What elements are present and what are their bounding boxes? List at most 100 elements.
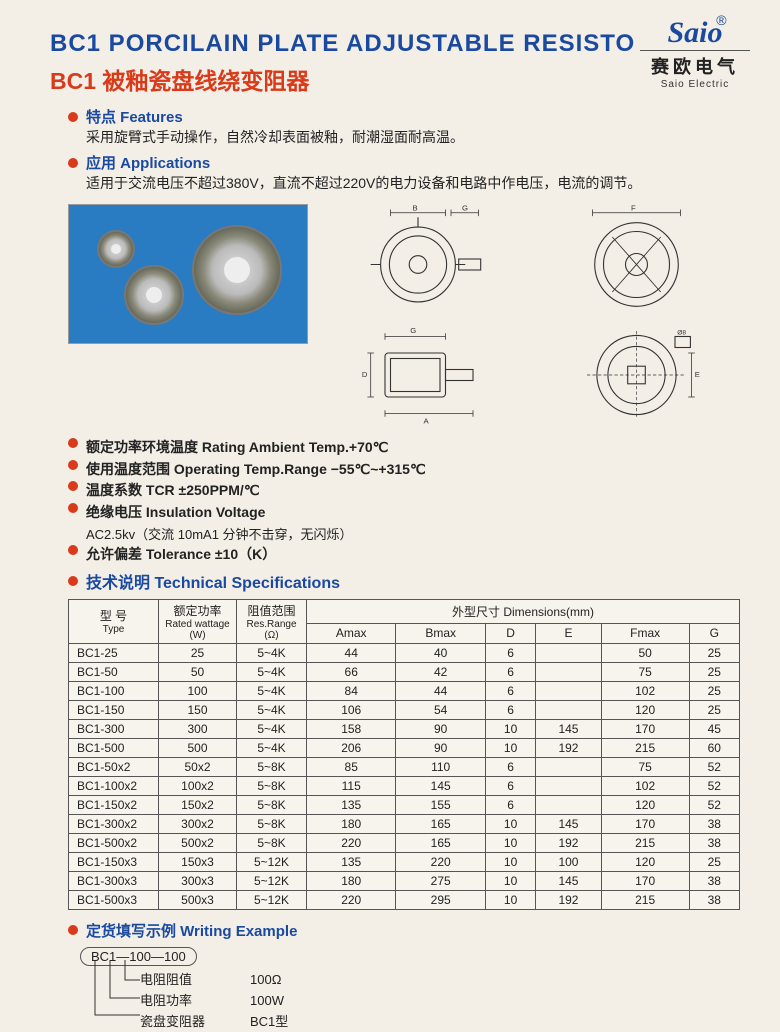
svg-text:A: A — [424, 416, 430, 425]
table-cell: 102 — [601, 776, 689, 795]
page-title-cn: BC1 被釉瓷盘线绕变阻器 — [50, 62, 740, 96]
table-cell: 275 — [396, 871, 485, 890]
table-row: BC1-50x250x25~8K8511067552 — [69, 757, 740, 776]
table-cell — [536, 795, 601, 814]
writing-label: 定货填写示例 Writing Example — [86, 920, 297, 941]
table-cell: 90 — [396, 738, 485, 757]
table-row: BC1-300x2300x25~8K1801651014517038 — [69, 814, 740, 833]
table-cell: 165 — [396, 833, 485, 852]
table-cell: 44 — [307, 643, 396, 662]
table-cell: BC1-300x3 — [69, 871, 159, 890]
svg-text:D: D — [362, 370, 368, 379]
table-cell: 6 — [485, 681, 535, 700]
table-cell: 38 — [689, 890, 739, 909]
table-cell: 6 — [485, 700, 535, 719]
table-cell: 10 — [485, 738, 535, 757]
table-row: BC1-3003005~4K158901014517045 — [69, 719, 740, 738]
table-cell: 25 — [159, 643, 237, 662]
table-cell: 25 — [689, 852, 739, 871]
table-row: BC1-500x3500x35~12K2202951019221538 — [69, 890, 740, 909]
table-cell — [536, 662, 601, 681]
th-res-cn: 阻值范围 — [247, 604, 295, 618]
table-cell: 170 — [601, 814, 689, 833]
writing-line: 电阻功率 100W — [140, 991, 740, 1012]
svg-text:Ø8: Ø8 — [677, 329, 686, 336]
table-cell: 150 — [159, 700, 237, 719]
logo-text: Saio — [667, 16, 722, 49]
table-cell: 5~4K — [237, 700, 307, 719]
th-watt-cn: 额定功率 — [173, 604, 221, 618]
table-row: BC1-150x2150x25~8K135155612052 — [69, 795, 740, 814]
table-cell: BC1-50x2 — [69, 757, 159, 776]
table-cell: 215 — [601, 890, 689, 909]
table-cell: 165 — [396, 814, 485, 833]
table-cell: 120 — [601, 795, 689, 814]
writing-line-value: 100W — [250, 991, 284, 1012]
bullet-icon — [68, 503, 78, 513]
table-cell: 170 — [601, 719, 689, 738]
features-text: 采用旋臂式手动操作，自然冷却表面被釉，耐潮湿面耐高温。 — [86, 127, 740, 148]
table-cell: 5~8K — [237, 776, 307, 795]
spec-bullet: 绝缘电压 Insulation Voltage — [68, 503, 740, 523]
th-dim-col: G — [689, 623, 739, 643]
table-cell: BC1-500x3 — [69, 890, 159, 909]
table-cell: 5~4K — [237, 643, 307, 662]
table-cell — [536, 643, 601, 662]
table-cell: 150x3 — [159, 852, 237, 871]
table-cell: 60 — [689, 738, 739, 757]
table-cell: 5~8K — [237, 833, 307, 852]
table-cell: 5~12K — [237, 871, 307, 890]
table-cell: 6 — [485, 662, 535, 681]
bullet-icon — [68, 576, 78, 586]
media-row: B G F — [68, 204, 740, 430]
table-cell: 75 — [601, 662, 689, 681]
table-cell: 50x2 — [159, 757, 237, 776]
table-cell — [536, 757, 601, 776]
table-cell: 38 — [689, 833, 739, 852]
table-cell: BC1-300x2 — [69, 814, 159, 833]
applications-label: 应用 Applications — [86, 152, 210, 173]
writing-line-value: 100Ω — [250, 970, 281, 991]
table-row: BC1-100x2100x25~8K115145610252 — [69, 776, 740, 795]
features-section: 特点 Features 采用旋臂式手动操作，自然冷却表面被釉，耐潮湿面耐高温。 — [68, 106, 740, 148]
table-cell: 90 — [396, 719, 485, 738]
writing-example: BC1—100—100 电阻阻值100Ω电阻功率100W瓷盘变阻器BC1型 — [80, 947, 740, 1032]
table-cell: 145 — [536, 871, 601, 890]
table-cell: 38 — [689, 871, 739, 890]
bullet-icon — [68, 112, 78, 122]
table-cell: 6 — [485, 757, 535, 776]
writing-line-label: 电阻功率 — [140, 991, 220, 1012]
table-cell: 5~4K — [237, 738, 307, 757]
spec-bullet-text: 温度系数 TCR ±250PPM/℃ — [86, 481, 260, 501]
table-cell: BC1-50 — [69, 662, 159, 681]
table-cell: 135 — [307, 852, 396, 871]
logo-en: Saio Electric — [640, 79, 750, 90]
table-cell: 106 — [307, 700, 396, 719]
table-cell: 44 — [396, 681, 485, 700]
diagram-side: F — [533, 204, 740, 314]
table-cell: 50 — [601, 643, 689, 662]
table-cell: 5~12K — [237, 852, 307, 871]
table-cell: BC1-150x3 — [69, 852, 159, 871]
brand-logo: Saio ® 赛欧电气 Saio Electric — [640, 18, 750, 90]
table-cell: 5~8K — [237, 814, 307, 833]
table-cell: 10 — [485, 833, 535, 852]
table-cell: 150x2 — [159, 795, 237, 814]
table-cell: 6 — [485, 795, 535, 814]
tech-spec-label: 技术说明 Technical Specifications — [86, 569, 340, 593]
table-cell: 120 — [601, 700, 689, 719]
page-title-en: BC1 PORCILAIN PLATE ADJUSTABLE RESISTO — [50, 30, 740, 58]
svg-text:F: F — [631, 204, 636, 213]
bullet-icon — [68, 158, 78, 168]
table-cell: 500x3 — [159, 890, 237, 909]
table-row: BC1-500x2500x25~8K2201651019221538 — [69, 833, 740, 852]
table-cell: 220 — [307, 890, 396, 909]
table-cell: 102 — [601, 681, 689, 700]
spec-bullet: 额定功率环境温度 Rating Ambient Temp.+70℃ — [68, 438, 740, 458]
spec-bullet-text: 额定功率环境温度 Rating Ambient Temp.+70℃ — [86, 438, 388, 458]
table-cell: 10 — [485, 852, 535, 871]
bullet-icon — [68, 545, 78, 555]
table-cell — [536, 776, 601, 795]
table-cell: 75 — [601, 757, 689, 776]
table-cell: 215 — [601, 833, 689, 852]
